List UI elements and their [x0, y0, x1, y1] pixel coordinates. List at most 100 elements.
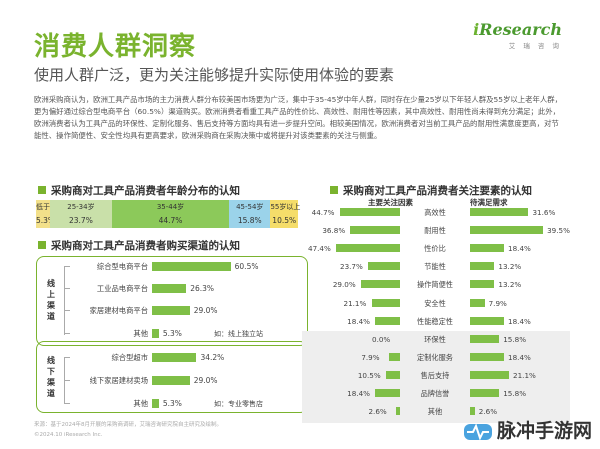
factor-right-bar — [470, 370, 510, 379]
factor-category-label: 高效性 — [424, 208, 446, 217]
factor-category-label: 售后支持 — [420, 370, 450, 380]
brand-logo: iResearch 艾 瑞 咨 询 — [473, 20, 562, 50]
online-channel-bar — [152, 329, 159, 338]
shaded-region — [302, 330, 570, 424]
offline-channel-value: 29.0% — [193, 376, 218, 385]
offline-channel-bar — [152, 399, 159, 408]
channel-chart-title: 采购商对工具产品消费者购买渠道的认知 — [38, 238, 240, 253]
factor-left-bar — [375, 316, 400, 325]
factor-right-value: 15.8% — [503, 389, 527, 398]
factor-right-bar — [470, 352, 505, 361]
title-marker-icon — [38, 241, 46, 249]
factor-category-label: 品牌信誉 — [420, 389, 450, 398]
age-segment-label: 低于25岁 — [36, 202, 66, 212]
factor-right-bar — [470, 262, 495, 271]
factor-right-bar — [470, 298, 485, 307]
factor-category-label: 性价比 — [424, 244, 446, 254]
offline-tick — [64, 357, 70, 358]
offline-channel-value: 34.2% — [200, 353, 225, 362]
factor-left-value: 47.4% — [308, 244, 331, 254]
age-segment-label: 45-54岁 — [236, 203, 264, 211]
online-channel-bar — [152, 284, 187, 293]
online-channel-value: 5.3% — [162, 329, 182, 338]
factor-left-value: 18.4% — [347, 389, 370, 398]
age-segment: 25-34岁 23.7% — [49, 200, 112, 228]
factor-left-bar — [375, 389, 400, 397]
offline-channel-label: 综合型超市 — [111, 353, 148, 362]
factor-right-value: 7.9% — [488, 298, 507, 308]
factor-category-label: 性能稳定性 — [417, 316, 453, 326]
right-column-header: 待满足需求 — [470, 198, 508, 207]
factor-right-value: 21.1% — [513, 370, 536, 380]
factor-left-bar — [360, 280, 400, 289]
factor-left-value: 10.5% — [357, 370, 381, 380]
offline-channel-value: 5.3% — [162, 399, 182, 408]
factor-left-value: 21.1% — [343, 298, 367, 308]
factor-left-bar — [371, 298, 400, 307]
age-segment-value: 5.3% — [36, 216, 56, 225]
age-segment: 低于25岁 5.3% — [36, 200, 66, 228]
factor-left-value: 36.8% — [322, 226, 346, 236]
online-channel-bar — [152, 306, 190, 315]
title-marker-icon — [330, 186, 338, 194]
factor-right-value: 15.8% — [503, 334, 527, 344]
factor-right-value: 39.5% — [547, 226, 570, 236]
offline-channel-bar — [152, 353, 197, 362]
brand-name: iResearch — [473, 20, 562, 39]
online-group-box — [36, 256, 308, 346]
source-note: 来源：基于2024年8月开展的采购商调研，艾瑞咨询研究院自主研究及绘制。 — [34, 422, 222, 428]
factor-right-value: 2.6% — [478, 407, 498, 417]
online-tick — [64, 333, 70, 334]
age-distribution-bar: 低于25岁 5.3% 25-34岁 23.7% 35-44岁 44.7% 45-54岁 15.… — [36, 200, 301, 228]
offline-group-label: 线下渠道 — [47, 356, 55, 398]
factor-left-value: 18.4% — [347, 316, 370, 326]
factor-right-bar — [470, 334, 500, 343]
factor-right-bar — [470, 316, 505, 325]
factor-left-value: 29.0% — [332, 280, 356, 290]
online-channel-note: 如：线上独立站 — [214, 330, 263, 338]
online-channel-value: 29.0% — [193, 306, 218, 315]
title-marker-icon — [38, 186, 46, 194]
age-segment-label: 35-44岁 — [156, 203, 185, 211]
factor-left-bar — [339, 208, 400, 216]
factor-right-value: 13.2% — [498, 262, 522, 272]
body-paragraph: 欧洲采购商认为，欧洲工具产品市场的主力消费人群分布较美国市场更为广泛，集中于35… — [34, 95, 563, 140]
factor-left-value: 7.9% — [361, 352, 380, 362]
factor-left-bar — [389, 352, 400, 361]
factor-left-value: 0.0% — [372, 334, 391, 344]
factors-chart-title: 采购商对工具产品消费者关注要素的认知 — [330, 183, 532, 198]
age-segment: 45-54岁 15.8% — [229, 200, 271, 228]
factor-right-value: 18.4% — [508, 316, 531, 326]
age-segment-value: 23.7% — [69, 216, 93, 225]
offline-tick — [64, 380, 70, 381]
factor-right-bar — [470, 280, 495, 289]
age-segment: 55岁以上 10.5% — [270, 200, 301, 228]
online-tick — [64, 310, 70, 311]
online-channel-bar — [152, 262, 231, 271]
age-segment-label: 55岁以上 — [270, 203, 301, 211]
factor-right-bar — [470, 226, 544, 235]
factor-category-label: 耐用性 — [424, 226, 446, 236]
online-channel-label: 家居建材电商平台 — [89, 306, 148, 315]
factor-left-value: 44.7% — [311, 208, 335, 217]
age-segment: 35-44岁 44.7% — [111, 200, 230, 228]
online-channel-value: 60.5% — [234, 262, 259, 271]
factor-category-label: 环保性 — [424, 334, 446, 344]
age-segment-value: 44.7% — [158, 216, 183, 225]
copyright: ©2024.10 iResearch Inc. — [34, 432, 103, 438]
factor-left-bar — [368, 262, 400, 271]
factor-left-value: 2.6% — [368, 407, 387, 417]
offline-channel-label: 线下家居建材卖场 — [89, 376, 148, 385]
age-chart-title: 采购商对工具产品消费者年龄分布的认知 — [38, 183, 240, 198]
watermark: 脉冲手游网 — [463, 416, 592, 443]
factor-category-label: 操作简便性 — [417, 280, 453, 290]
factor-right-bar — [470, 208, 529, 216]
factor-right-bar — [470, 244, 505, 253]
factor-left-bar — [350, 226, 400, 235]
factor-category-label: 定制化服务 — [417, 352, 453, 362]
age-segment-label: 25-34岁 — [67, 203, 95, 211]
left-column-header: 主要关注因素 — [368, 198, 413, 207]
brand-cn: 艾 瑞 咨 询 — [508, 42, 562, 50]
factor-left-bar — [336, 244, 400, 253]
online-channel-label: 其他 — [133, 329, 148, 338]
